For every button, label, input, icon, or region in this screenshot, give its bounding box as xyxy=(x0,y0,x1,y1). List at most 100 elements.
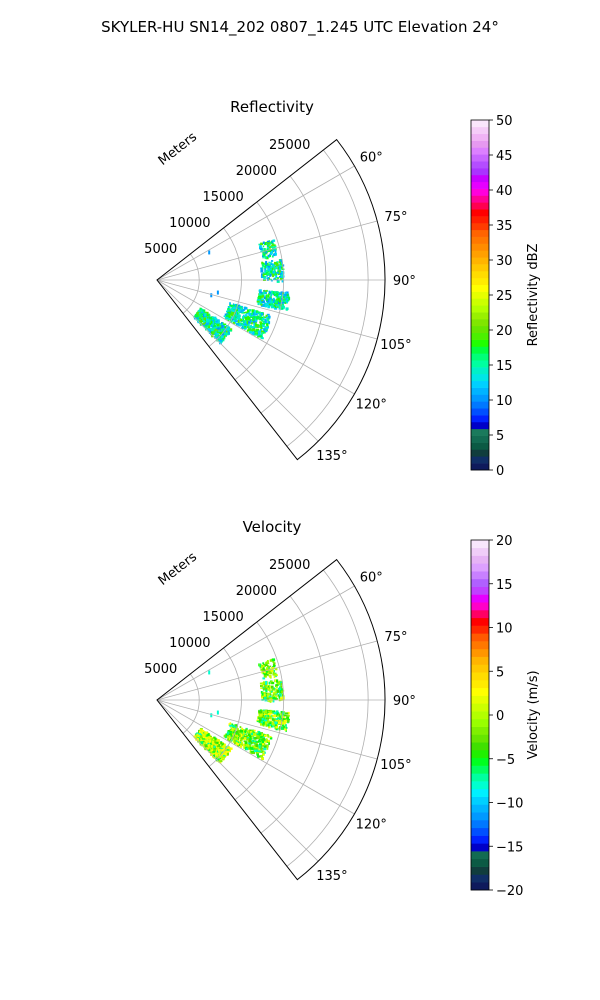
echo-cell xyxy=(268,688,271,691)
echo-cell xyxy=(245,314,248,317)
radial-tick-label: 25000 xyxy=(269,558,310,573)
echo-cell xyxy=(242,325,245,328)
echo-cell xyxy=(221,753,224,756)
echo-cell xyxy=(217,331,220,333)
echo-cell xyxy=(242,733,245,737)
echo-cell xyxy=(280,685,283,689)
echo-cell xyxy=(267,246,269,249)
echo-cell xyxy=(203,315,205,318)
echo-cell xyxy=(213,754,215,757)
echo-cell xyxy=(195,734,199,736)
echo-cell xyxy=(230,328,233,332)
echo-cell xyxy=(261,303,264,306)
echo-cell xyxy=(208,250,211,255)
echo-cell xyxy=(282,694,284,697)
sector-outline xyxy=(156,138,386,461)
echo-cell xyxy=(264,263,266,265)
colorbar-swatch xyxy=(471,360,489,368)
echo-cell xyxy=(221,742,224,745)
colorbar-swatch xyxy=(471,625,489,634)
echo-cell xyxy=(218,330,220,332)
radar-echoes xyxy=(193,658,290,764)
echo-cell xyxy=(266,277,269,279)
echo-cell xyxy=(260,687,262,689)
echo-cell xyxy=(276,712,279,716)
echo-cell xyxy=(238,311,240,314)
echo-cell xyxy=(201,312,205,316)
echo-cell xyxy=(253,322,256,326)
echo-cell xyxy=(205,736,209,740)
echo-cell xyxy=(226,330,229,332)
echo-cell xyxy=(271,667,275,669)
echo-cell xyxy=(201,731,204,735)
echo-cell xyxy=(222,328,226,330)
echo-cell xyxy=(262,319,264,322)
colorbar-swatch xyxy=(471,788,489,797)
echo-cell xyxy=(261,294,264,298)
echo-cell xyxy=(232,728,234,731)
echo-cell xyxy=(272,664,276,668)
echo-cell xyxy=(258,743,262,746)
colorbar-swatch xyxy=(471,421,489,430)
echo-cell xyxy=(253,316,256,318)
echo-cell xyxy=(269,697,272,699)
echo-cell xyxy=(231,729,234,733)
echo-cell xyxy=(263,275,267,279)
echo-cell xyxy=(228,329,232,332)
echo-cell xyxy=(279,296,282,300)
echo-cell xyxy=(279,270,281,273)
echo-cell xyxy=(256,324,260,327)
echo-cell xyxy=(262,241,265,244)
colorbar-swatch xyxy=(471,394,489,402)
colorbar-swatch xyxy=(471,209,489,217)
echo-cell xyxy=(275,718,279,721)
echo-cell xyxy=(207,740,211,743)
colorbar-tick-label: 10 xyxy=(496,394,513,409)
echo-cell xyxy=(284,717,287,720)
echo-cell xyxy=(264,270,267,274)
colorbar-swatch xyxy=(471,765,489,774)
echo-cell xyxy=(225,746,227,749)
colorbar-swatch xyxy=(471,633,489,642)
echo-cell xyxy=(262,721,265,725)
echo-cell xyxy=(269,709,273,712)
echo-cell xyxy=(261,671,264,674)
colorbar-tick-label: 20 xyxy=(496,324,513,339)
colorbar-swatch xyxy=(471,874,489,883)
echo-cell xyxy=(264,265,267,269)
echo-cell xyxy=(276,710,279,714)
echo-cell xyxy=(257,302,260,305)
echo-cell xyxy=(223,315,226,317)
echo-cell xyxy=(249,739,252,743)
range-ring xyxy=(182,253,200,314)
colorbar-swatch xyxy=(471,401,489,409)
echo-cell xyxy=(281,304,284,307)
echo-cell xyxy=(270,246,274,249)
radial-tick-label: 5000 xyxy=(144,662,177,677)
echo-cell xyxy=(266,734,269,737)
echo-cell xyxy=(216,332,219,335)
echo-cell xyxy=(272,253,276,257)
echo-cell xyxy=(212,331,216,333)
echo-cell xyxy=(280,690,284,693)
echo-cell xyxy=(279,277,283,280)
echo-cell xyxy=(276,304,280,307)
echo-cell xyxy=(233,736,237,740)
colorbar-swatch xyxy=(471,380,489,388)
colorbar-swatch xyxy=(471,312,489,320)
echo-cell xyxy=(264,325,266,328)
colorbar-swatch xyxy=(471,851,489,860)
echo-cell xyxy=(266,319,270,322)
polar-grid xyxy=(156,569,385,867)
colorbar-tick-label: 35 xyxy=(496,219,513,234)
echo-cell xyxy=(264,672,267,676)
echo-cell xyxy=(262,742,265,746)
echo-cell xyxy=(269,715,272,719)
colorbar-swatch xyxy=(471,703,489,712)
echo-cell xyxy=(258,755,262,758)
echo-cell xyxy=(272,688,275,690)
echo-cell xyxy=(265,664,268,666)
colorbar-swatch xyxy=(471,540,489,549)
velocity-panel: Velocity 5000 10000 15000 20000 25000 Meters 60… xyxy=(144,518,541,899)
radial-tick-label: 10000 xyxy=(169,636,210,651)
